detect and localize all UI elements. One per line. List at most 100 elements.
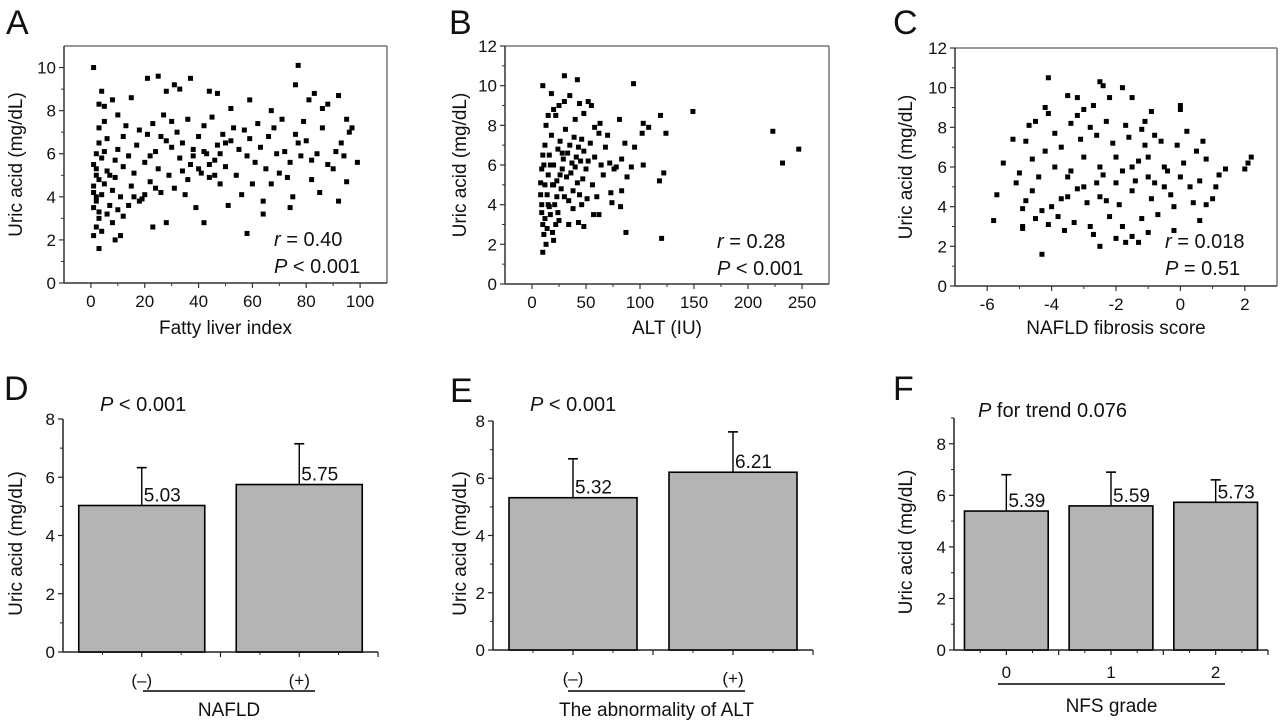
y-tick-label: 4 [937, 538, 946, 557]
y-tick-label: 6 [488, 156, 497, 175]
data-point [185, 116, 191, 122]
annotation-text: < 0.001 [543, 394, 616, 416]
y-tick-label: 6 [46, 468, 55, 487]
data-point [298, 153, 304, 159]
data-point [548, 132, 554, 138]
data-point [1068, 120, 1074, 126]
x-axis-title: NAFLD fibrosis score [1026, 318, 1206, 339]
data-point [136, 127, 142, 133]
data-point [268, 181, 274, 187]
data-point [598, 162, 604, 168]
data-point [1113, 180, 1119, 186]
annotation-text: = 0.28 [724, 231, 786, 253]
data-point [290, 194, 296, 200]
y-tick-label: 4 [488, 196, 497, 215]
data-point [561, 99, 567, 105]
data-point [1216, 172, 1222, 178]
data-point [1084, 200, 1090, 206]
data-point [109, 97, 115, 103]
data-point [555, 146, 561, 152]
data-point [91, 183, 97, 189]
data-point [591, 212, 597, 218]
data-point [624, 174, 630, 180]
bar-value-label: 6.21 [735, 452, 772, 473]
data-point [233, 172, 239, 178]
data-point [206, 162, 212, 167]
data-point [153, 185, 159, 191]
category-label: (+) [722, 669, 743, 688]
data-point [206, 88, 212, 94]
data-point [597, 120, 603, 126]
data-point [1142, 118, 1148, 124]
y-tick-label: 8 [47, 102, 56, 121]
data-point [115, 112, 121, 118]
x-tick-label: 20 [135, 292, 154, 311]
category-label: (–) [131, 671, 152, 690]
annotation-italic: P [530, 394, 544, 416]
data-point [623, 229, 629, 235]
bar-value-label: 5.75 [301, 465, 338, 486]
data-point [190, 153, 196, 159]
data-point [561, 73, 567, 79]
data-point [1129, 164, 1135, 170]
data-point [1094, 132, 1100, 138]
data-point [212, 172, 218, 178]
annotation-italic: P [274, 256, 288, 278]
data-point [1197, 218, 1203, 224]
y-tick-label: 2 [488, 235, 497, 254]
data-point [538, 192, 544, 198]
y-tick-label: 10 [37, 59, 56, 78]
y-tick-label: 8 [488, 116, 497, 135]
data-point [1190, 200, 1196, 206]
annotation-text: < 0.001 [287, 256, 360, 278]
data-point [572, 116, 578, 122]
data-point [561, 194, 567, 200]
data-point [543, 122, 549, 128]
data-point [1042, 148, 1048, 154]
data-point [585, 158, 591, 164]
data-point [1103, 118, 1109, 124]
data-point [1152, 132, 1158, 138]
p-value-annotation: P < 0.001 [530, 394, 616, 416]
data-point [1100, 172, 1106, 178]
data-point [656, 178, 662, 184]
data-point [163, 88, 169, 94]
data-point [325, 162, 331, 167]
data-point [1113, 154, 1119, 160]
y-tick-label: 4 [47, 188, 56, 207]
annotation-italic: P [1165, 258, 1179, 280]
y-tick-label: 8 [937, 435, 946, 454]
panel-e: E 0 2 4 6 8 5.32 (–) 6.21 (+) The abnormality of A… [450, 372, 814, 721]
data-point [544, 192, 550, 198]
data-point [349, 125, 355, 131]
y-tick-label: 10 [928, 79, 947, 98]
data-point [91, 205, 97, 211]
data-point [556, 103, 562, 108]
data-point [1203, 202, 1209, 208]
data-point [1203, 156, 1209, 162]
data-point [1197, 178, 1203, 184]
data-point [1116, 202, 1122, 208]
data-point [567, 142, 573, 148]
data-point [96, 125, 102, 131]
data-point [223, 140, 228, 146]
data-point [1052, 164, 1058, 170]
x-tick-label: 0 [86, 292, 95, 311]
data-point [96, 246, 102, 252]
data-point [1026, 122, 1032, 128]
data-point [182, 192, 188, 198]
data-point [96, 209, 102, 215]
data-point [257, 144, 263, 150]
y-tick-label: 6 [937, 486, 946, 505]
data-point [271, 125, 277, 131]
data-point [1094, 180, 1100, 186]
data-point [266, 133, 272, 139]
data-point [158, 190, 164, 196]
data-point [325, 101, 331, 107]
data-point [573, 154, 579, 160]
data-point [600, 172, 606, 178]
data-point [274, 151, 280, 157]
data-point [1049, 204, 1055, 210]
panel-letter: C [893, 4, 918, 42]
data-point [542, 182, 548, 188]
